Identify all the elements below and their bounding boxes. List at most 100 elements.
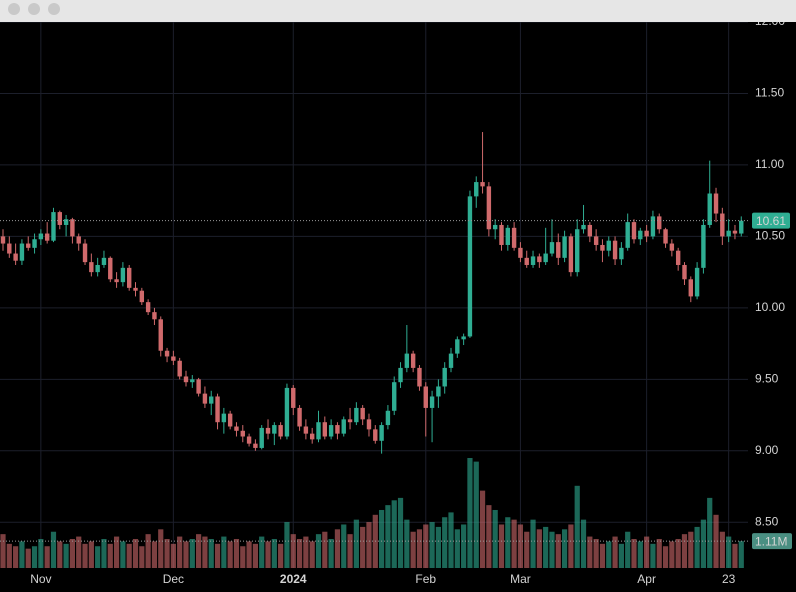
- candle-body: [120, 267, 126, 283]
- candle-body: [556, 242, 561, 258]
- volume-bar: [505, 517, 511, 568]
- candle-body: [625, 222, 630, 248]
- volume-bar: [700, 519, 707, 568]
- volume-bar: [681, 534, 688, 568]
- candle-body: [606, 240, 611, 251]
- candle-body: [739, 220, 744, 234]
- volume-bar: [631, 538, 637, 568]
- candle-body: [657, 216, 662, 230]
- window-zoom[interactable]: [48, 3, 60, 15]
- volume-bar: [379, 509, 385, 568]
- volume-bar: [574, 485, 580, 568]
- y-tick-label: 9.50: [755, 372, 779, 386]
- candle-body: [309, 433, 315, 440]
- candle-body: [114, 279, 119, 283]
- last-price-label: 10.61: [756, 214, 786, 228]
- volume-bar: [366, 522, 372, 568]
- volume-bar: [341, 524, 347, 568]
- y-tick-label: 10.00: [755, 300, 785, 314]
- volume-bar: [662, 546, 669, 568]
- candle-body: [57, 212, 62, 225]
- volume-bar: [435, 526, 441, 568]
- volume-bar: [31, 546, 38, 568]
- candle-body: [240, 430, 245, 437]
- volume-bar: [568, 524, 574, 568]
- volume-bar: [252, 543, 258, 568]
- x-tick-label: Apr: [637, 572, 656, 586]
- candle-body: [694, 267, 700, 297]
- volume-bar: [606, 541, 612, 568]
- x-tick-label: Dec: [163, 572, 184, 586]
- title-bar: [0, 0, 796, 22]
- volume-bar: [290, 534, 296, 568]
- volume-bar: [391, 500, 397, 568]
- volume-bar: [713, 514, 719, 568]
- y-tick-label: 8.50: [755, 514, 779, 528]
- candle-body: [720, 213, 725, 237]
- candle-body: [518, 247, 523, 258]
- candle-body: [600, 244, 605, 251]
- window-minimize[interactable]: [28, 3, 40, 15]
- candle-body: [732, 230, 738, 234]
- volume-bar: [88, 541, 94, 568]
- candle-body: [593, 236, 599, 245]
- candle-body: [284, 387, 290, 437]
- candle-body: [347, 419, 353, 423]
- volume-bar: [517, 524, 524, 568]
- candle-body: [726, 230, 731, 237]
- candle-body: [511, 227, 517, 248]
- y-tick-label: 11.00: [755, 157, 784, 171]
- volume-bar: [145, 534, 151, 568]
- volume-bar: [113, 536, 120, 568]
- volume-bar: [158, 529, 164, 568]
- candle-body: [663, 229, 668, 244]
- candle-body: [537, 256, 542, 263]
- candle-body: [291, 387, 296, 408]
- candle-body: [461, 336, 466, 340]
- volume-bar: [448, 512, 454, 568]
- candle-body: [13, 253, 18, 261]
- volume-bar: [76, 536, 82, 568]
- volume-bar: [738, 541, 744, 568]
- volume-bar: [467, 458, 473, 568]
- candle-body: [145, 302, 151, 313]
- candle-body: [51, 212, 56, 241]
- volume-bar: [164, 538, 170, 568]
- volume-bar: [38, 538, 44, 568]
- candle-body: [190, 379, 195, 383]
- candle-body: [19, 243, 25, 261]
- candle-body: [619, 247, 624, 260]
- candle-body: [341, 419, 346, 434]
- volume-bar: [612, 536, 618, 568]
- x-tick-label: Mar: [510, 572, 531, 586]
- volume-bar: [214, 543, 221, 568]
- candle-body: [404, 353, 410, 368]
- y-tick-label: 11.50: [755, 86, 784, 100]
- x-tick-label: Nov: [30, 572, 51, 586]
- candle-body: [152, 312, 157, 320]
- candle-body: [32, 239, 37, 248]
- candle-body: [202, 393, 208, 404]
- candle-body: [631, 222, 637, 240]
- candle-body: [0, 236, 6, 244]
- volume-bar: [423, 524, 429, 568]
- volume-bar: [461, 524, 467, 568]
- candle-body: [366, 419, 372, 430]
- volume-bar: [580, 519, 587, 568]
- volume-bar: [694, 526, 700, 568]
- last-volume-label: 1.11M: [755, 534, 787, 548]
- volume-bar: [208, 538, 214, 568]
- window-close[interactable]: [8, 3, 20, 15]
- volume-bar: [555, 534, 561, 568]
- volume-bar: [561, 529, 568, 568]
- y-tick-label: 10.50: [755, 229, 785, 243]
- candle-body: [417, 367, 422, 387]
- volume-bar: [101, 538, 107, 568]
- candle-body: [133, 287, 138, 291]
- x-tick-label: Feb: [415, 572, 436, 586]
- candle-body: [530, 256, 536, 265]
- volume-bar: [644, 536, 650, 568]
- candle-body: [183, 376, 189, 383]
- volume-bar: [328, 538, 334, 568]
- volume-bar: [347, 534, 353, 568]
